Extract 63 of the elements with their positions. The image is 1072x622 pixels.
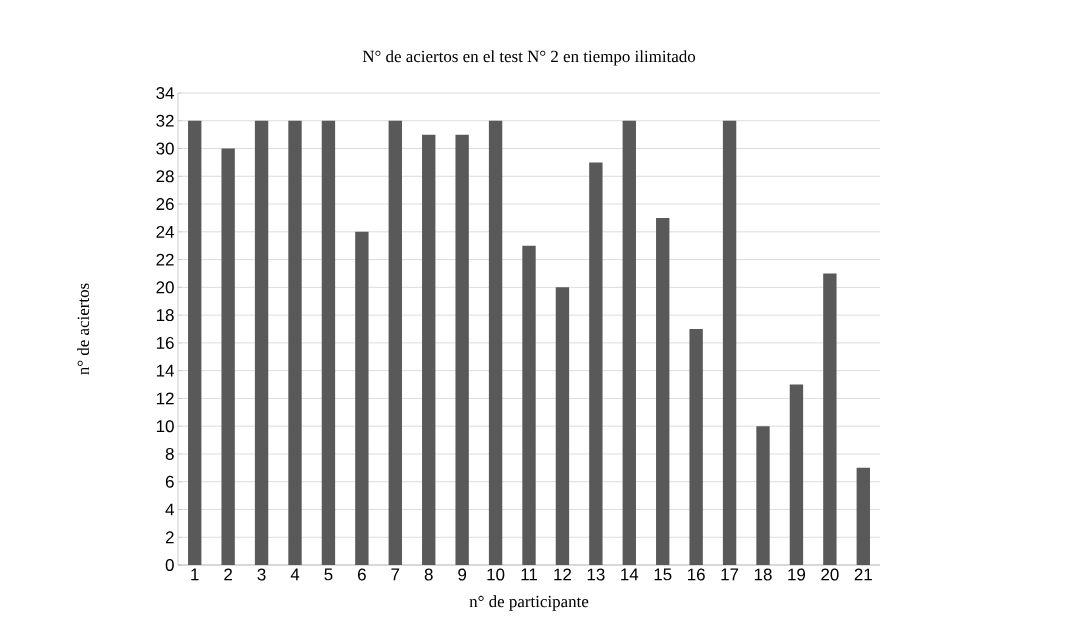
bar xyxy=(789,384,804,565)
bar xyxy=(522,245,536,565)
bar xyxy=(589,162,603,565)
x-tick-label: 14 xyxy=(621,568,639,581)
y-tick-label: 2 xyxy=(165,531,174,544)
y-tick-label: 14 xyxy=(156,364,174,377)
x-tick-label: 15 xyxy=(654,568,672,581)
x-tick-label: 9 xyxy=(458,568,467,581)
bar xyxy=(188,120,202,565)
x-tick-label: 11 xyxy=(521,568,537,581)
x-axis-title: n° de participante xyxy=(469,595,589,611)
bar xyxy=(689,329,703,565)
bar xyxy=(388,120,402,565)
chart-title: N° de aciertos en el test N° 2 en tiempo ilimitado xyxy=(362,50,696,66)
y-tick-label: 6 xyxy=(165,475,174,488)
x-tick-label: 18 xyxy=(754,568,772,581)
bar xyxy=(856,467,870,565)
bar xyxy=(488,120,503,565)
y-tick-label: 26 xyxy=(156,198,174,211)
x-tick-label: 13 xyxy=(587,568,605,581)
y-tick-label: 34 xyxy=(156,87,174,99)
x-tick-label: 16 xyxy=(688,568,705,581)
bar xyxy=(656,217,670,565)
x-tick-label: 2 xyxy=(224,568,232,581)
x-tick-label: 4 xyxy=(290,568,300,581)
x-tick-label: 17 xyxy=(721,568,739,581)
y-tick-label: 12 xyxy=(156,392,174,405)
y-tick-label: 22 xyxy=(156,253,174,266)
x-tick-label: 6 xyxy=(358,568,366,581)
bar xyxy=(555,287,570,565)
y-tick-label: 30 xyxy=(156,142,174,155)
y-tick-label: 10 xyxy=(156,420,174,433)
bar xyxy=(756,426,770,565)
y-tick-label: 32 xyxy=(156,114,174,127)
bar xyxy=(622,120,636,565)
y-tick-label: 24 xyxy=(156,225,174,238)
x-tick-label: 1 xyxy=(191,568,199,581)
x-tick-label: 12 xyxy=(554,568,571,581)
bar xyxy=(722,120,737,565)
bar xyxy=(221,148,235,565)
bar xyxy=(254,120,269,565)
x-tick-label: 21 xyxy=(854,568,872,581)
x-tick-label: 7 xyxy=(391,568,400,581)
bar xyxy=(422,134,436,565)
bar xyxy=(355,231,369,565)
x-tick-label: 8 xyxy=(424,568,433,581)
x-tick-label: 20 xyxy=(821,568,839,581)
y-tick-label: 18 xyxy=(156,309,174,322)
bar xyxy=(823,273,837,565)
y-tick-label: 4 xyxy=(165,503,174,516)
y-tick-label: 28 xyxy=(156,170,174,183)
bar xyxy=(288,120,302,565)
x-tick-label: 5 xyxy=(324,568,333,581)
y-axis-title: n° de aciertos xyxy=(77,283,90,375)
y-tick-label: 16 xyxy=(156,336,174,349)
y-tick-label: 20 xyxy=(156,281,174,294)
x-tick-label: 10 xyxy=(487,568,505,581)
x-tick-label: 19 xyxy=(788,568,806,581)
bar xyxy=(321,120,336,565)
y-tick-label: 0 xyxy=(165,559,174,571)
x-tick-label: 3 xyxy=(257,568,266,581)
y-tick-label: 8 xyxy=(165,447,174,460)
bar xyxy=(455,134,469,565)
